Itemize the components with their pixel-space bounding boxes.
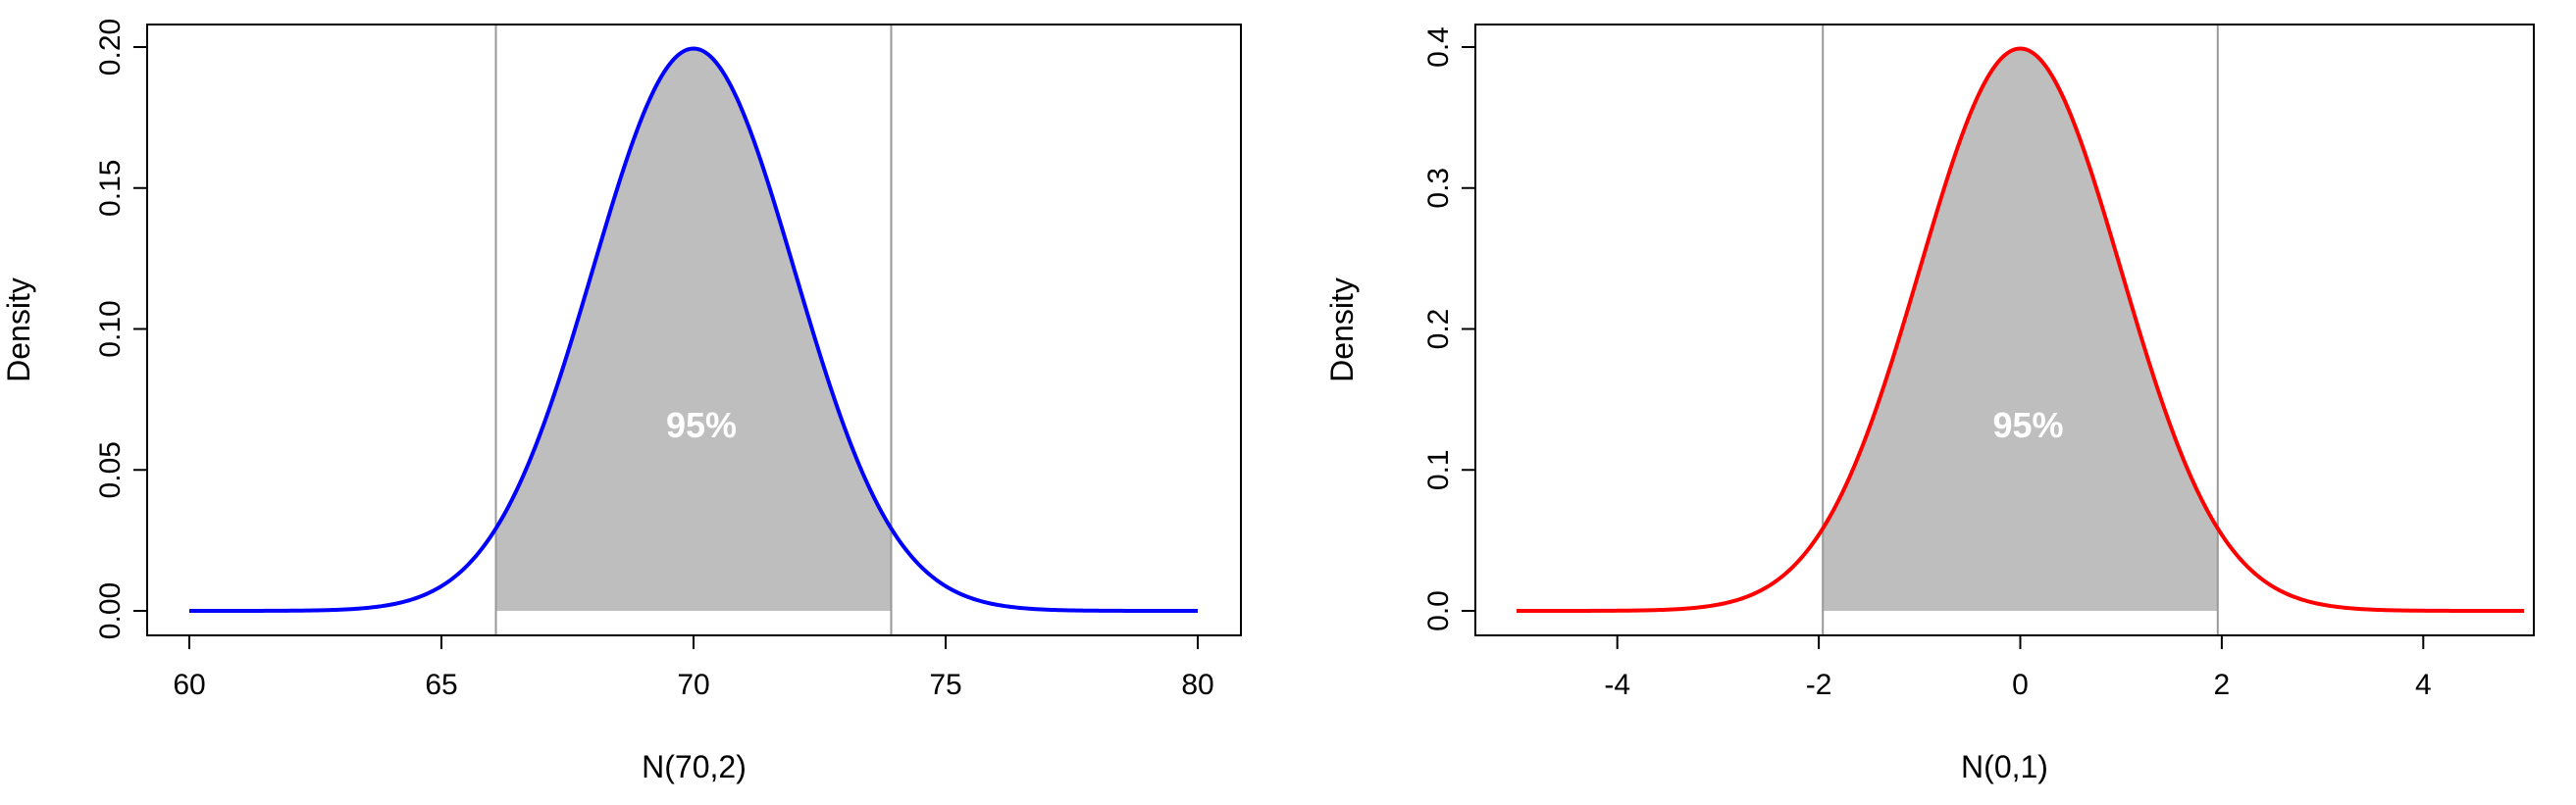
- right-x-tick-label: 2: [2214, 669, 2231, 701]
- right-density-curve: [1517, 46, 2524, 613]
- left-y-tick-label: 0.05: [94, 441, 127, 498]
- right-y-tick-label: 0.2: [1422, 309, 1455, 350]
- right-x-tick-label: 4: [2415, 669, 2432, 701]
- right-shade-label: 95%: [1992, 405, 2063, 445]
- left-x-tick-label: 60: [173, 669, 205, 701]
- right-density-panel: 95% -4 -2 0 2 4 0.0 0.1 0.2 0.3 0.4 N(0,1) Density: [1324, 24, 2535, 784]
- left-x-tick-label: 70: [677, 669, 709, 701]
- right-x-tick-label: -2: [1806, 669, 1832, 701]
- left-y-tick-label: 0.20: [94, 19, 127, 75]
- right-y-tick-label: 0.4: [1422, 26, 1455, 68]
- left-y-tick-label: 0.15: [94, 160, 127, 217]
- right-y-tick-label: 0.1: [1422, 449, 1455, 490]
- right-x-tick-label: 0: [2012, 669, 2029, 701]
- left-density-curve: [189, 46, 1198, 613]
- right-y-tick-label: 0.3: [1422, 168, 1455, 209]
- left-shade-label: 95%: [666, 405, 737, 445]
- left-density-panel: 95% 60 65 70 75 80 0.00 0.05 0.10 0.15 0.20 N(70,2)…: [1, 19, 1242, 784]
- right-x-tick-label: -4: [1604, 669, 1630, 701]
- left-x-axis-title: N(70,2): [642, 749, 747, 784]
- left-x-tick-label: 80: [1181, 669, 1213, 701]
- left-x-tick-label: 75: [929, 669, 961, 701]
- right-shaded-region: [1823, 48, 2218, 611]
- right-y-axis-title: Density: [1324, 277, 1360, 382]
- left-x-tick-label: 65: [425, 669, 457, 701]
- left-y-tick-label: 0.00: [94, 582, 127, 639]
- left-y-tick-label: 0.10: [94, 300, 127, 357]
- right-y-tick-label: 0.0: [1422, 590, 1455, 631]
- right-x-axis-title: N(0,1): [1961, 749, 2048, 784]
- left-y-axis-title: Density: [1, 277, 36, 382]
- left-shaded-region: [495, 48, 892, 611]
